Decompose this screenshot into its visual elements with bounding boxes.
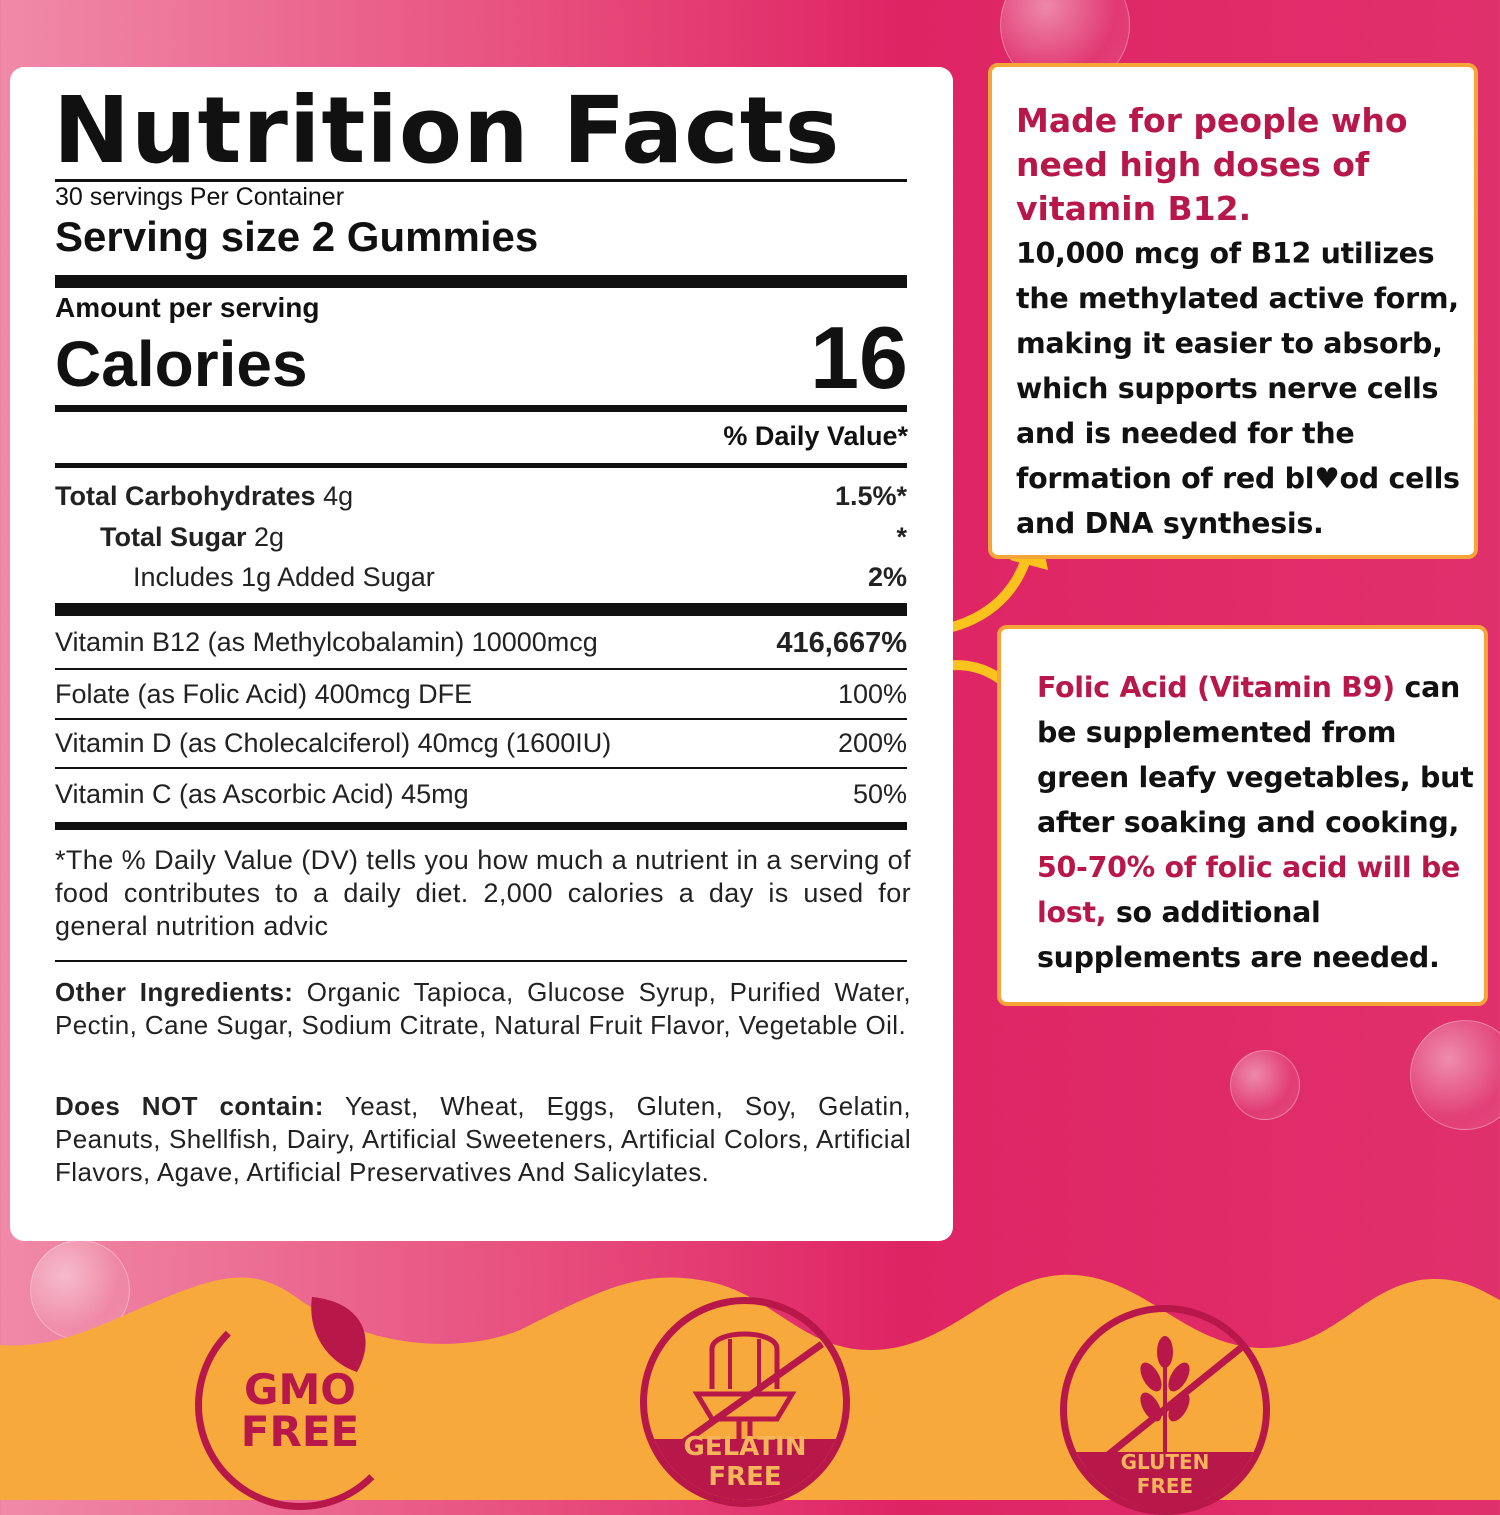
divider	[55, 179, 907, 182]
nutrition-facts-label: Nutrition Facts 30 servings Per Containe…	[10, 67, 953, 1241]
vitamin-row-b12: Vitamin B12 (as Methylcobalamin) 10000mc…	[55, 627, 907, 659]
badge-line1: GLUTEN	[1120, 1450, 1210, 1474]
nutrient-name: Total Sugar	[100, 522, 247, 552]
divider	[55, 767, 907, 769]
badge-gluten-free: GLUTEN FREE	[1060, 1305, 1270, 1515]
badge-line1: GELATIN	[683, 1432, 807, 1462]
other-ingredients-label: Other Ingredients:	[55, 977, 294, 1007]
other-ingredients-text: Organic Tapioca, Glucose Syrup, Purified…	[55, 977, 912, 1040]
vitamin-row-c: Vitamin C (as Ascorbic Acid) 45mg 50%	[55, 779, 907, 810]
nutrient-name: Total Carbohydrates	[55, 481, 316, 511]
serving-size: Serving size 2 Gummies	[55, 213, 539, 260]
vitamin-dv: 100%	[837, 679, 907, 709]
badge-line2: FREE	[240, 1407, 360, 1456]
decor-bubble	[1230, 1050, 1300, 1120]
wheat-icon	[1067, 1336, 1263, 1508]
nutrient-name: Includes 1g Added Sugar	[133, 562, 435, 592]
does-not-contain: Does NOT contain: Yeast, Wheat, Eggs, Gl…	[55, 1090, 911, 1189]
servings-per-container: 30 servings Per Container	[55, 183, 345, 211]
vitamin-dv: 416,667%	[776, 627, 907, 659]
callout-b12-body: 10,000 mcg of B12 utilizes the methylate…	[1016, 237, 1460, 540]
does-not-contain-text: Yeast, Wheat, Eggs, Gluten, Soy, Gelatin…	[55, 1091, 911, 1187]
nutrient-dv: 1.5%*	[834, 481, 907, 511]
divider	[55, 960, 907, 962]
callout-folic-body: can be supplemented from green leafy veg…	[1037, 671, 1474, 839]
badge-line2: FREE	[1136, 1474, 1194, 1498]
divider	[55, 718, 907, 720]
divider	[55, 668, 907, 670]
nutrient-amount: 2g	[254, 522, 285, 552]
vitamin-name: Vitamin B12 (as Methylcobalamin) 10000mc…	[55, 627, 598, 657]
badge-line1: GMO	[244, 1365, 356, 1414]
calories-value: 16	[810, 308, 908, 407]
vitamin-dv: 200%	[837, 728, 907, 758]
vitamin-name: Vitamin C (as Ascorbic Acid) 45mg	[55, 779, 469, 809]
nutrient-dv: 2%	[867, 562, 907, 592]
callout-folic-heading: Folic Acid (Vitamin B9)	[1037, 671, 1395, 704]
divider	[55, 463, 907, 468]
nutrient-amount: 4g	[323, 481, 354, 511]
callout-folic-body: so additional supplements are needed.	[1037, 896, 1440, 974]
divider-thick	[55, 822, 907, 830]
vitamin-dv: 50%	[852, 779, 907, 809]
amount-per-serving: Amount per serving	[55, 292, 320, 323]
badge-line2: FREE	[708, 1462, 782, 1492]
callout-folic-highlight: 50-70% of folic acid will be lost,	[1037, 851, 1460, 929]
daily-value-footnote: *The % Daily Value (DV) tells you how mu…	[55, 845, 911, 941]
other-ingredients: Other Ingredients: Organic Tapioca, Gluc…	[55, 976, 911, 1042]
decor-bubble	[1410, 1020, 1500, 1130]
divider-thick	[55, 405, 907, 412]
vitamin-name: Vitamin D (as Cholecalciferol) 40mcg (16…	[55, 728, 612, 758]
label-title: Nutrition Facts	[53, 77, 841, 184]
badge-gmo-free: GMO FREE	[195, 1297, 405, 1510]
calories-label: Calories	[55, 328, 308, 400]
vitamin-row-folate: Folate (as Folic Acid) 400mcg DFE 100%	[55, 679, 907, 710]
leaf-icon	[311, 1297, 366, 1372]
callout-b12: Made for people who need high doses of v…	[988, 63, 1478, 559]
daily-value-header: % Daily Value*	[723, 421, 908, 451]
divider-thick	[55, 275, 907, 288]
jelly-icon	[647, 1331, 843, 1500]
callout-folic-acid: Folic Acid (Vitamin B9) can be supplemen…	[997, 625, 1488, 1006]
nutrient-row-total-carbohydrates: Total Carbohydrates 4g 1.5%*	[55, 481, 907, 512]
badge-gelatin-free: GELATIN FREE	[640, 1297, 850, 1507]
does-not-contain-label: Does NOT contain:	[55, 1091, 324, 1121]
divider-thick	[55, 603, 907, 616]
vitamin-row-d: Vitamin D (as Cholecalciferol) 40mcg (16…	[55, 728, 907, 759]
vitamin-name: Folate (as Folic Acid) 400mcg DFE	[55, 679, 473, 709]
nutrient-dv: *	[896, 522, 907, 552]
nutrient-row-total-sugar: Total Sugar 2g *	[55, 522, 907, 553]
nutrient-row-added-sugar: Includes 1g Added Sugar 2%	[55, 562, 907, 593]
callout-b12-heading: Made for people who need high doses of v…	[1016, 101, 1408, 228]
